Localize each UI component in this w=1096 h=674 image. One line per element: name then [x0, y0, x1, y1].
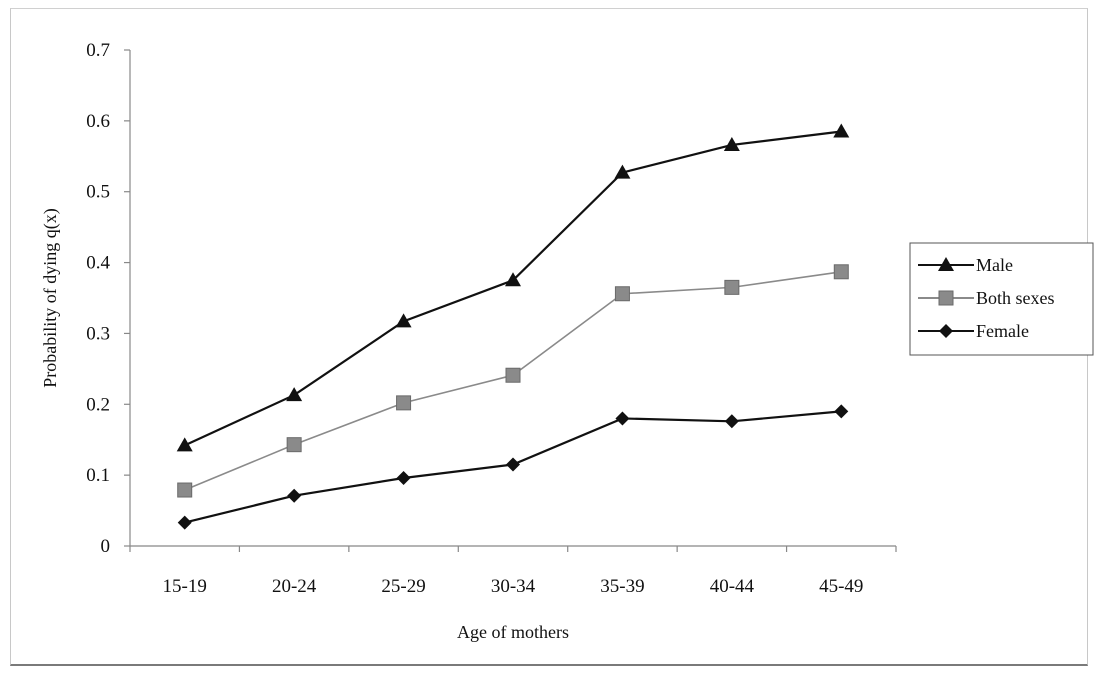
data-point-male [614, 164, 631, 179]
axes [124, 49, 897, 552]
data-point-female [396, 470, 411, 485]
data-point-male [833, 123, 850, 138]
x-tick-label: 35-39 [600, 576, 644, 597]
x-tick-label: 15-19 [163, 576, 207, 597]
legend-marker-both-sexes [938, 290, 954, 306]
y-tick-label: 0 [101, 536, 111, 557]
data-point-both-sexes [177, 482, 193, 498]
y-tick-label: 0.6 [86, 111, 110, 132]
data-point-male [505, 272, 521, 287]
x-tick-label: 40-44 [710, 576, 755, 597]
data-point-female [287, 488, 302, 503]
legend-marker-male [938, 257, 954, 271]
legend-label-both-sexes: Both sexes [976, 288, 1055, 308]
tick-labels: 0 0.1 0.2 0.3 0.4 0.5 0.6 0.7 15-19 20-24 25-29 30-… [86, 40, 863, 597]
data-point-male [286, 387, 303, 402]
y-tick-label: 0.4 [86, 253, 110, 274]
data-point-male [723, 136, 740, 151]
data-point-both-sexes [286, 437, 302, 453]
legend-label-male: Male [976, 255, 1013, 275]
data-point-female [506, 457, 520, 472]
data-point-female [834, 404, 849, 419]
legend-label-female: Female [976, 321, 1029, 341]
x-axis-title: Age of mothers [457, 622, 569, 642]
data-point-female [724, 414, 739, 429]
data-point-both-sexes [724, 279, 740, 295]
y-axis-title: Probability of dying q(x) [40, 208, 61, 387]
data-point-female [615, 411, 630, 426]
y-tick-label: 0.1 [86, 465, 110, 486]
x-tick-label: 20-24 [272, 576, 317, 597]
legend: Male Both sexes Female [909, 242, 1094, 356]
data-point-both-sexes [614, 286, 630, 302]
x-tick-label: 45-49 [819, 576, 863, 597]
y-tick-label: 0.2 [86, 394, 110, 415]
y-tick-label: 0.3 [86, 323, 110, 344]
x-tick-label: 30-34 [491, 576, 536, 597]
data-point-female [177, 515, 192, 530]
series-line-male [184, 130, 842, 447]
y-tick-label: 0.7 [86, 40, 110, 61]
data-point-male [176, 437, 193, 452]
y-tick-label: 0.5 [86, 182, 110, 203]
legend-marker-female [939, 324, 953, 338]
data-point-both-sexes [833, 264, 849, 280]
data-point-both-sexes [505, 367, 521, 383]
data-point-both-sexes [396, 395, 412, 411]
series-lines [176, 123, 850, 530]
data-point-male [395, 313, 412, 328]
x-tick-label: 25-29 [381, 576, 425, 597]
